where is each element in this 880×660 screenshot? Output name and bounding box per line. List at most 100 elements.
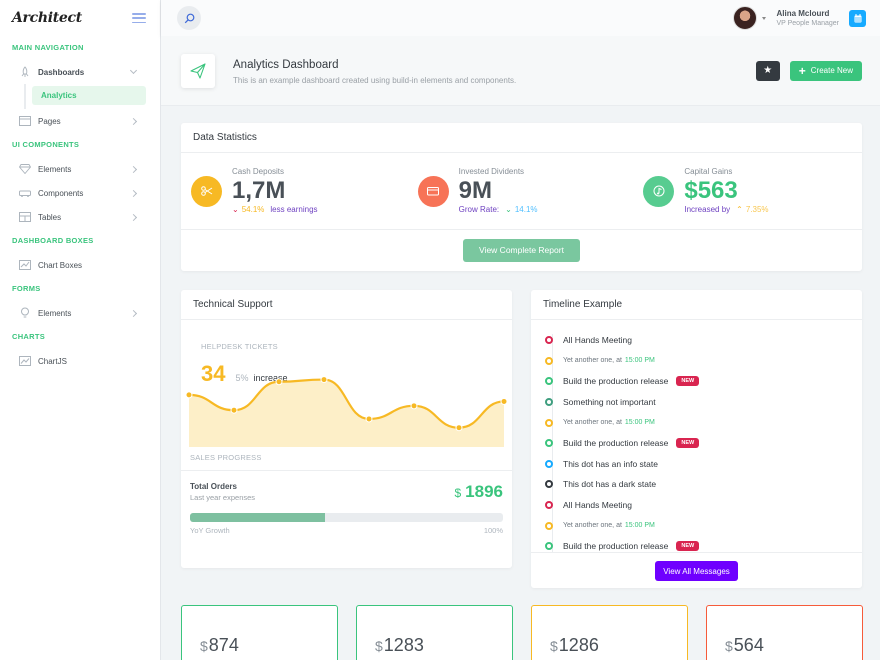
timeline-item: Build the production release NEW [545, 371, 848, 392]
avatar[interactable] [733, 6, 758, 30]
mini-card-value: $1286 [550, 635, 669, 656]
app-logo[interactable]: Architect [12, 10, 82, 26]
create-new-button[interactable]: + Create New [789, 60, 862, 81]
card-title: Timeline Example [531, 290, 862, 320]
timeline-dot-icon [545, 439, 553, 448]
chart-point [365, 415, 373, 423]
sidebar-item-tables[interactable]: Tables [0, 205, 160, 229]
chart-point [320, 376, 328, 384]
favorite-button[interactable]: ★ [755, 60, 780, 81]
timeline-time: 15:00 PM [624, 357, 655, 365]
mini-card: $874 [181, 605, 338, 660]
sidebar-item-form-elements[interactable]: Elements [0, 301, 160, 325]
tickets-area-chart [185, 376, 508, 447]
timeline-text: This dot has an info state [563, 458, 658, 469]
timeline-item: Build the production release NEW [545, 433, 848, 454]
timeline-text: Build the production release [563, 376, 669, 387]
timeline-item: This dot has an info state [545, 454, 848, 475]
sidebar-item-pages[interactable]: Pages [0, 109, 160, 133]
timeline-text: All Hands Meeting [563, 335, 632, 346]
stat-delta: Increased by ⌃ 7.35% [684, 205, 768, 215]
mini-card-value: $1283 [375, 635, 494, 656]
chevron-right-icon [129, 309, 138, 317]
sidebar-item-dashboards[interactable]: Dashboards [0, 60, 160, 84]
diamond-icon [18, 163, 32, 175]
helpdesk-label: HELPDESK TICKETS [201, 342, 278, 351]
sidebar-item-analytics[interactable]: Analytics [32, 86, 146, 105]
stat-delta: Grow Rate: ⌄ 14.1% [459, 205, 538, 215]
mini-card-currency: $ [550, 638, 558, 654]
timeline-item: Something not important [545, 392, 848, 413]
stat-prefix: Grow Rate: [458, 205, 500, 214]
sidebar-item-elements[interactable]: Elements [0, 157, 160, 181]
nav-heading-forms: FORMS [12, 284, 41, 293]
timeline-item: This dot has a dark state [545, 474, 848, 495]
chevron-right-icon [129, 213, 138, 221]
sidebar-item-components[interactable]: Components [0, 181, 160, 205]
cut-icon [191, 175, 222, 207]
stat-label: Capital Gains [684, 167, 733, 176]
stat-prefix: Increased by [684, 205, 731, 214]
sidebar-item-label: Chart Boxes [38, 260, 83, 270]
mini-card: $564 [706, 605, 863, 660]
stat-value: 9M [458, 177, 493, 204]
sidebar-item-chartjs[interactable]: ChartJS [0, 349, 160, 373]
sidebar-item-chart-boxes[interactable]: Chart Boxes [0, 253, 160, 277]
rocket-icon [18, 66, 32, 78]
timeline-text: Yet another one, at 15:00 PM [563, 419, 655, 427]
orders-value: $1896 [454, 482, 503, 502]
tickets-percent: 5% [235, 373, 249, 383]
card-title: Data Statistics [181, 123, 862, 153]
timeline-item: Yet another one, at 15:00 PM [545, 515, 848, 536]
plane-icon [181, 53, 215, 88]
timeline-dot-icon [545, 336, 553, 345]
caret-down-icon[interactable] [762, 16, 767, 20]
sidebar-item-label: Components [38, 188, 84, 198]
orders-row: Total Orders Last year expenses $1896 [190, 481, 503, 503]
mini-card-currency: $ [725, 638, 733, 654]
progress-left-label: YoY Growth [190, 526, 230, 535]
timeline-text: Yet another one, at 15:00 PM [563, 357, 655, 365]
report-footer: View Complete Report [181, 230, 862, 270]
progress-footer: YoY Growth 100% [190, 526, 503, 535]
user-info: Alina Mclourd VP People Manager [776, 8, 839, 29]
timeline-text: All Hands Meeting [563, 500, 632, 511]
timeline-dot-icon [545, 501, 553, 510]
nav-heading-ui: UI COMPONENTS [12, 140, 80, 149]
chevron-down-icon [129, 66, 138, 75]
angle-up-icon: ⌃ [736, 205, 743, 214]
new-badge: NEW [676, 438, 700, 449]
stat-note: less earnings [270, 205, 318, 214]
user-role: VP People Manager [776, 19, 839, 27]
view-complete-report-button[interactable]: View Complete Report [463, 238, 580, 262]
orders-amount: 1896 [465, 482, 503, 501]
helpdesk-stats: 34 5% increase [201, 361, 492, 387]
chevron-right-icon [129, 165, 138, 173]
progress-right-label: 100% [483, 526, 503, 535]
mini-card-currency: $ [375, 638, 383, 654]
technical-support-card: Technical Support HELPDESK TICKETS 34 5%… [181, 290, 512, 568]
page-title: Analytics Dashboard [233, 58, 339, 71]
chevron-right-icon [129, 189, 138, 197]
calendar-button[interactable] [849, 9, 866, 27]
data-statistics-card: Data Statistics Cash Deposits 1,7M ⌄ 54.… [181, 123, 862, 271]
logo-bar: Architect [0, 0, 160, 36]
search-button[interactable] [177, 6, 201, 30]
mini-card-currency: $ [200, 638, 208, 654]
stat-delta-value: 14.1% [514, 205, 538, 214]
tickets-count: 34 [201, 361, 226, 386]
lightbulb-icon [18, 307, 32, 319]
timeline-footer: View All Messages [531, 552, 862, 589]
page-title-text: Analytics Dashboard This is an example d… [233, 57, 516, 85]
menu-toggle-icon[interactable] [132, 13, 146, 23]
yoy-progress-bar [190, 513, 503, 522]
chart-point [275, 378, 283, 386]
orders-subtitle: Last year expenses [190, 493, 256, 502]
view-all-messages-button[interactable]: View All Messages [655, 561, 738, 581]
sidebar-item-label: Elements [38, 308, 72, 318]
stat-invested-dividents: Invested Dividents 9M Grow Rate: ⌄ 14.1% [410, 153, 637, 229]
nav-heading-charts: CHARTS [12, 332, 46, 341]
light-icon [18, 259, 32, 271]
stat-value: 1,7M [232, 177, 286, 204]
timeline-time: 15:00 PM [624, 522, 655, 530]
